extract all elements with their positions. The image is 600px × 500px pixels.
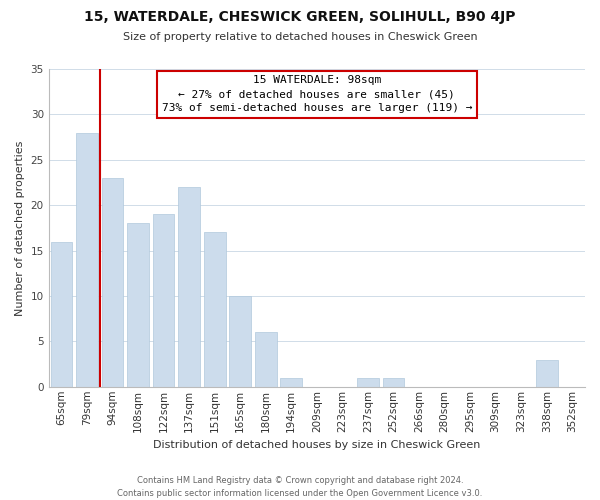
Text: Contains HM Land Registry data © Crown copyright and database right 2024.
Contai: Contains HM Land Registry data © Crown c… <box>118 476 482 498</box>
Bar <box>255 332 277 387</box>
Y-axis label: Number of detached properties: Number of detached properties <box>15 140 25 316</box>
Bar <box>383 378 404 387</box>
Bar <box>153 214 175 387</box>
Bar <box>536 360 557 387</box>
Bar <box>50 242 72 387</box>
Bar <box>229 296 251 387</box>
Bar <box>178 187 200 387</box>
Bar <box>357 378 379 387</box>
Bar <box>204 232 226 387</box>
Bar <box>76 132 98 387</box>
Bar <box>280 378 302 387</box>
Bar <box>127 224 149 387</box>
Bar <box>101 178 124 387</box>
Text: 15, WATERDALE, CHESWICK GREEN, SOLIHULL, B90 4JP: 15, WATERDALE, CHESWICK GREEN, SOLIHULL,… <box>84 10 516 24</box>
Text: Size of property relative to detached houses in Cheswick Green: Size of property relative to detached ho… <box>122 32 478 42</box>
X-axis label: Distribution of detached houses by size in Cheswick Green: Distribution of detached houses by size … <box>153 440 481 450</box>
Text: 15 WATERDALE: 98sqm
← 27% of detached houses are smaller (45)
73% of semi-detach: 15 WATERDALE: 98sqm ← 27% of detached ho… <box>161 76 472 114</box>
